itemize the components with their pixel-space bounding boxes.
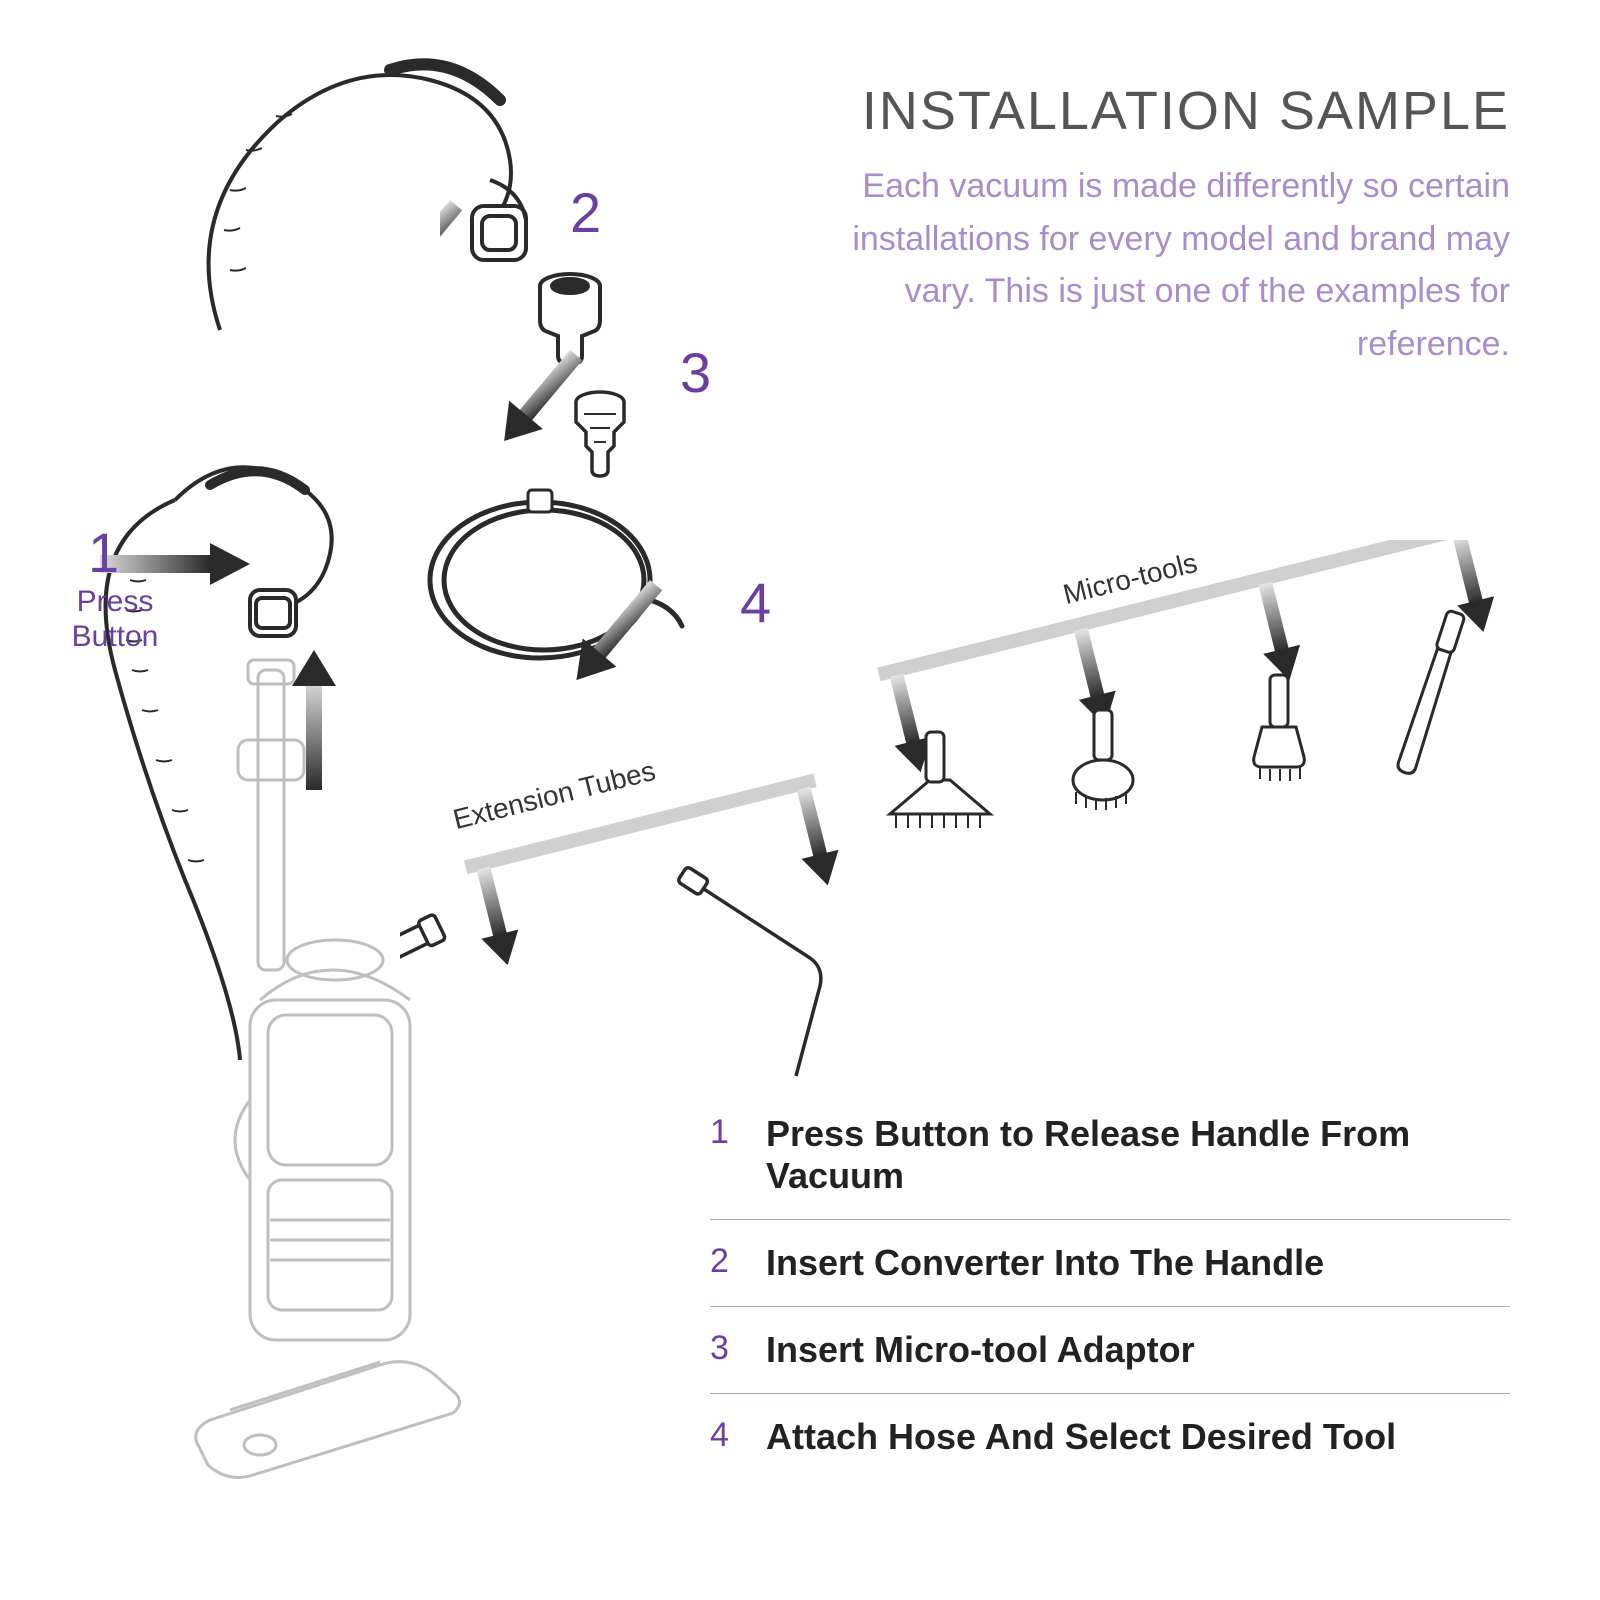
step-1-label: PressButton	[60, 585, 170, 654]
header-block: INSTALLATION SAMPLE Each vacuum is made …	[790, 80, 1510, 371]
legend-num-1: 1	[710, 1113, 766, 1152]
step-4-number: 4	[740, 570, 771, 635]
step-1-number: 1	[88, 520, 119, 585]
legend-text-4: Attach Hose And Select Desired Tool	[766, 1416, 1510, 1458]
page-title: INSTALLATION SAMPLE	[790, 80, 1510, 142]
page-subtitle: Each vacuum is made differently so certa…	[790, 160, 1510, 371]
legend-text-2: Insert Converter Into The Handle	[766, 1242, 1510, 1284]
legend-num-2: 2	[710, 1242, 766, 1281]
legend-row-2: 2 Insert Converter Into The Handle	[710, 1220, 1510, 1307]
legend-text-1: Press Button to Release Handle From Vacu…	[766, 1113, 1510, 1197]
legend-text-3: Insert Micro-tool Adaptor	[766, 1329, 1510, 1371]
micro-tools-icon	[830, 540, 1550, 980]
legend-row-1: 1 Press Button to Release Handle From Va…	[710, 1091, 1510, 1220]
legend: 1 Press Button to Release Handle From Va…	[710, 1091, 1510, 1480]
legend-row-3: 3 Insert Micro-tool Adaptor	[710, 1307, 1510, 1394]
legend-num-3: 3	[710, 1329, 766, 1368]
legend-row-4: 4 Attach Hose And Select Desired Tool	[710, 1394, 1510, 1480]
step-arrows-icon	[440, 200, 800, 720]
diagram-canvas: INSTALLATION SAMPLE Each vacuum is made …	[0, 0, 1600, 1600]
step-2-number: 2	[570, 180, 601, 245]
legend-num-4: 4	[710, 1416, 766, 1455]
step-3-number: 3	[680, 340, 711, 405]
